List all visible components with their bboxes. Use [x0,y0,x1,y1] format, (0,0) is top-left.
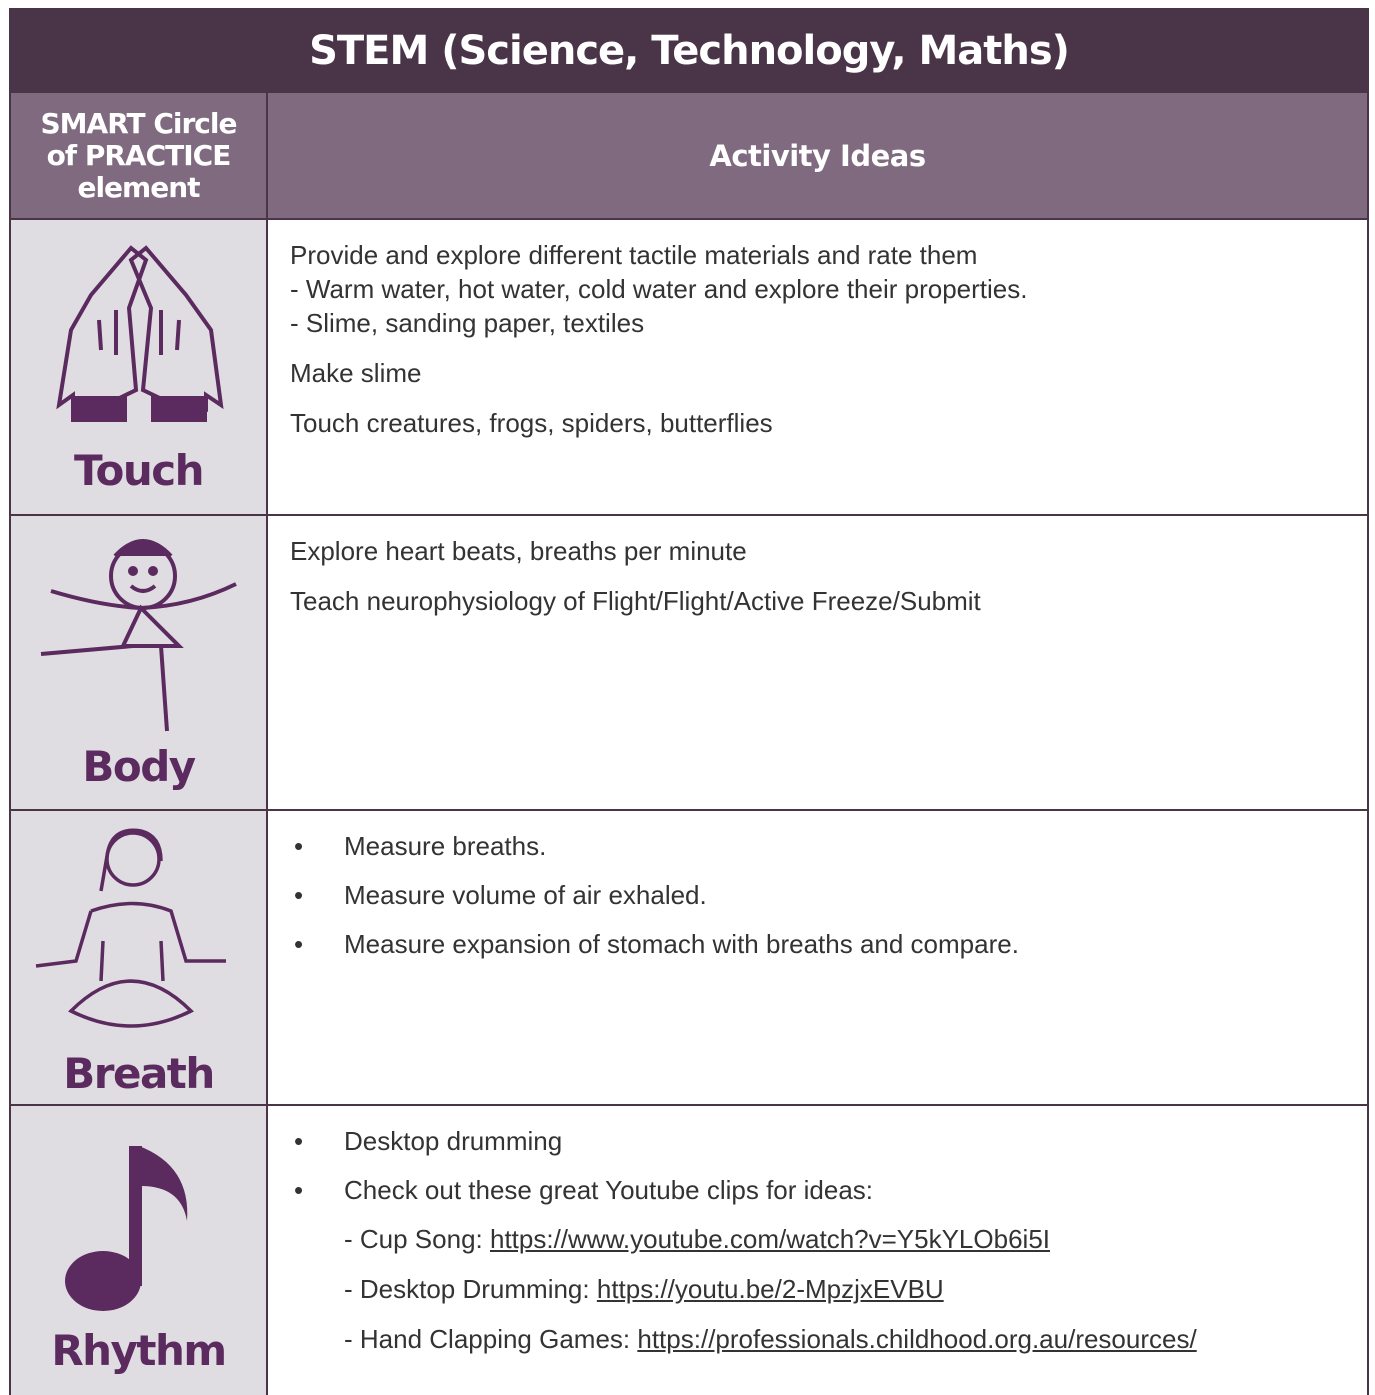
breath-icon [35,828,226,1028]
bullet-item: Check out these great Youtube clips for … [290,1173,1345,1207]
bullet-item: Measure expansion of stomach with breath… [290,927,1345,961]
link-line: - Desktop Drumming: https://youtu.be/2-M… [290,1272,1345,1306]
activity-cell: Provide and explore different tactile ma… [266,220,1369,516]
text-line: - Warm water, hot water, cold water and … [290,274,1028,304]
element-label: Rhythm [51,1326,227,1375]
text-line: Provide and explore different tactile ma… [290,240,978,270]
text-line: - Slime, sanding paper, textiles [290,308,645,338]
element-cell: Breath [9,811,268,1106]
paragraph: Explore heart beats, breaths per minute [290,534,1345,568]
element-cell: Rhythm [9,1106,268,1395]
activity-cell: Measure breaths. Measure volume of air ex… [266,811,1369,1106]
link[interactable]: https://youtu.be/2-MpzjxEVBU [596,1274,944,1304]
text-line: Explore heart beats, breaths per minute [290,536,747,566]
paragraph: Teach neurophysiology of Flight/Flight/A… [290,584,1345,618]
element-label: Body [82,742,196,791]
element-cell: Touch [9,220,268,516]
text-line: Teach neurophysiology of Flight/Flight/A… [290,586,981,616]
header-cell: SMART Circle of PRACTICE element [9,93,268,220]
link-label: - Cup Song: [344,1224,483,1254]
link-line: - Cup Song: https://www.youtube.com/watc… [290,1222,1345,1256]
link[interactable]: https://professionals.childhood.org.au/r… [637,1324,1197,1354]
link-label: - Desktop Drumming: [344,1274,590,1304]
text-line: Make slime [290,358,422,388]
paragraph: Touch creatures, frogs, spiders, butterf… [290,406,1345,440]
activity-cell: Explore heart beats, breaths per minute T… [266,516,1369,811]
element-label: Breath [63,1049,215,1098]
body-icon [40,539,237,732]
link-line: - Hand Clapping Games: https://professio… [290,1322,1345,1356]
link[interactable]: https://www.youtube.com/watch?v=Y5kYLOb6… [489,1224,1050,1254]
header-cell: Activity Ideas [266,93,1369,220]
element-cell: Body [9,516,268,811]
paragraph: Make slime [290,356,1345,390]
paragraph: Provide and explore different tactile ma… [290,238,1345,340]
text-line: Touch creatures, frogs, spiders, butterf… [290,408,773,438]
activity-cell: Desktop drumming Check out these great Yo… [266,1106,1369,1395]
rhythm-icon [65,1146,188,1311]
touch-icon [56,245,224,422]
link-label: - Hand Clapping Games: [344,1324,631,1354]
bullet-item: Measure breaths. [290,829,1345,863]
title: STEM (Science, Technology, Maths) [9,8,1369,93]
element-label: Touch [73,446,205,495]
bullet-item: Measure volume of air exhaled. [290,878,1345,912]
bullet-item: Desktop drumming [290,1124,1345,1158]
